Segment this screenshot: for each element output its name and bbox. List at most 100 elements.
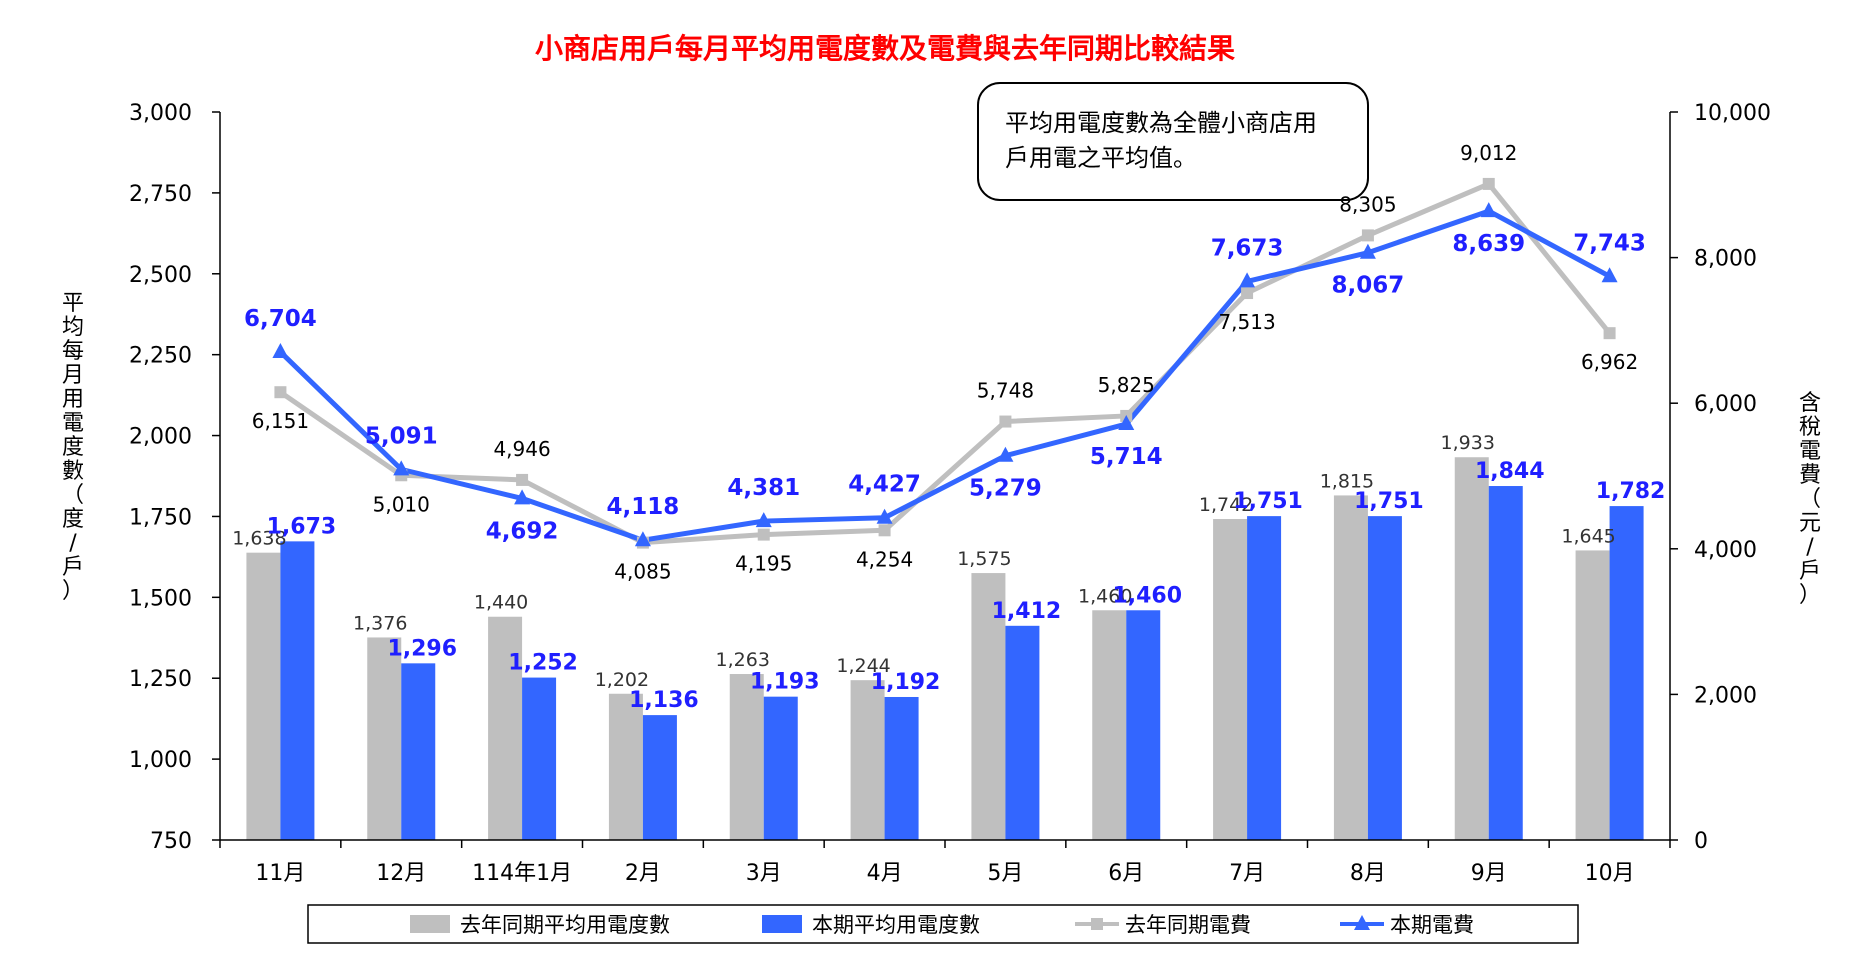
bar-prev-label: 1,575 bbox=[957, 548, 1011, 570]
bar-curr-label: 1,192 bbox=[871, 670, 941, 695]
bar-prev-label: 1,645 bbox=[1561, 525, 1615, 547]
bar-curr-label: 1,673 bbox=[267, 514, 337, 539]
line-prev-label: 4,085 bbox=[614, 560, 671, 584]
annotation-box: 平均用電度數為全體小商店用 戶用電之平均值。 bbox=[977, 82, 1369, 201]
axis-title-char: 稅 bbox=[1799, 415, 1821, 440]
bar-prev bbox=[971, 573, 1006, 840]
line-curr-marker bbox=[755, 512, 772, 528]
left-tick-label: 2,750 bbox=[129, 182, 192, 207]
bar-curr bbox=[522, 677, 557, 840]
line-prev-marker bbox=[878, 524, 891, 537]
axis-title-char: 月 bbox=[62, 363, 84, 388]
bar-prev bbox=[246, 552, 281, 840]
legend-marker bbox=[1091, 918, 1103, 930]
axis-title-char: 用 bbox=[62, 387, 84, 412]
left-tick-label: 2,250 bbox=[129, 344, 192, 369]
axis-title-char: 數 bbox=[62, 459, 84, 484]
line-curr-label: 7,743 bbox=[1573, 230, 1646, 256]
bar-curr-label: 1,136 bbox=[629, 688, 699, 713]
axis-title-char: 戶 bbox=[1799, 559, 1821, 584]
right-tick-label: 2,000 bbox=[1694, 683, 1757, 708]
bar-prev-label: 1,202 bbox=[595, 669, 649, 691]
line-curr-label: 6,704 bbox=[244, 306, 317, 332]
bar-prev bbox=[1092, 610, 1127, 840]
bar-prev bbox=[1333, 495, 1368, 840]
bar-prev bbox=[729, 674, 764, 840]
left-tick-label: 3,000 bbox=[129, 101, 192, 126]
bar-curr bbox=[1609, 506, 1644, 840]
x-tick-label: 114年1月 bbox=[472, 861, 572, 886]
bar-curr-label: 1,751 bbox=[1233, 489, 1303, 514]
left-tick-label: 750 bbox=[150, 829, 192, 854]
legend-label: 本期電費 bbox=[1390, 913, 1474, 937]
bar-curr-label: 1,460 bbox=[1112, 583, 1182, 608]
legend: 去年同期平均用電度數 本期平均用電度數 去年同期電費 本期電費 bbox=[307, 904, 1579, 944]
bar-curr bbox=[1367, 516, 1402, 840]
x-tick-label: 6月 bbox=[1108, 861, 1144, 886]
bar-prev bbox=[367, 637, 402, 840]
line-curr-marker bbox=[514, 489, 531, 505]
bar-prev-label: 1,244 bbox=[836, 655, 890, 677]
right-tick-label: 0 bbox=[1694, 829, 1708, 854]
line-curr-label: 5,279 bbox=[969, 476, 1042, 502]
line-prev-label: 5,010 bbox=[373, 492, 430, 516]
line-curr-marker bbox=[272, 342, 289, 358]
left-tick-label: 1,250 bbox=[129, 667, 192, 692]
bar-prev-label: 1,440 bbox=[474, 592, 528, 614]
bar-curr bbox=[763, 696, 798, 840]
line-curr-label: 4,381 bbox=[727, 475, 800, 501]
legend-label: 本期平均用電度數 bbox=[812, 913, 980, 937]
line-prev-marker bbox=[999, 415, 1012, 428]
x-tick-label: 7月 bbox=[1229, 861, 1265, 886]
bar-prev bbox=[850, 680, 885, 840]
line-prev-marker bbox=[516, 473, 529, 486]
axis-title-char: 費 bbox=[1799, 463, 1821, 488]
line-curr-label: 4,427 bbox=[848, 472, 921, 498]
left-tick-label: 1,000 bbox=[129, 748, 192, 773]
bar-curr bbox=[884, 696, 919, 840]
annotation-border bbox=[977, 82, 1369, 201]
axis-title-char: 度 bbox=[62, 435, 84, 460]
line-prev-marker bbox=[1603, 327, 1616, 340]
line-prev-label: 5,825 bbox=[1098, 373, 1155, 397]
bar-prev-label: 1,933 bbox=[1441, 432, 1495, 454]
bar-curr-label: 1,782 bbox=[1596, 479, 1666, 504]
bar-prev bbox=[608, 693, 643, 840]
x-tick-label: 2月 bbox=[625, 861, 661, 886]
line-prev-marker bbox=[757, 528, 770, 541]
axis-title-char: 戶 bbox=[62, 555, 84, 580]
right-tick-label: 6,000 bbox=[1694, 392, 1757, 417]
left-tick-label: 1,500 bbox=[129, 586, 192, 611]
bar-curr bbox=[1126, 610, 1161, 840]
bar-curr-label: 1,751 bbox=[1354, 489, 1424, 514]
axis-title-char: ） bbox=[62, 579, 84, 604]
line-curr bbox=[278, 208, 1611, 543]
line-curr-label: 4,692 bbox=[486, 518, 559, 544]
axis-title-char: 含 bbox=[1799, 391, 1821, 416]
line-curr-marker bbox=[1239, 272, 1256, 288]
axis-title-char: ） bbox=[1799, 583, 1821, 608]
x-tick-label: 3月 bbox=[746, 861, 782, 886]
bar-curr-label: 1,844 bbox=[1475, 459, 1545, 484]
line-curr-marker bbox=[1480, 202, 1497, 218]
bar-prev-label: 1,460 bbox=[1078, 585, 1132, 607]
line-curr-label: 8,067 bbox=[1332, 273, 1405, 299]
axis-title-char: / bbox=[1806, 535, 1814, 560]
bar-curr-label: 1,296 bbox=[387, 636, 457, 661]
line-prev-label: 4,195 bbox=[735, 552, 792, 576]
bar-curr bbox=[280, 541, 315, 840]
legend-swatch bbox=[410, 915, 450, 933]
line-prev-label: 4,946 bbox=[493, 437, 550, 461]
legend-label: 去年同期平均用電度數 bbox=[460, 913, 670, 937]
line-curr-label: 4,118 bbox=[607, 494, 680, 520]
axis-title-char: 電 bbox=[1799, 439, 1821, 464]
bar-prev-label: 1,376 bbox=[353, 612, 407, 634]
right-tick-label: 10,000 bbox=[1694, 101, 1771, 126]
x-tick-label: 10月 bbox=[1585, 861, 1635, 886]
left-tick-label: 1,750 bbox=[129, 505, 192, 530]
axis-title-char: 均 bbox=[62, 315, 84, 340]
line-curr-marker bbox=[997, 446, 1014, 462]
line-curr-marker bbox=[1601, 267, 1618, 283]
